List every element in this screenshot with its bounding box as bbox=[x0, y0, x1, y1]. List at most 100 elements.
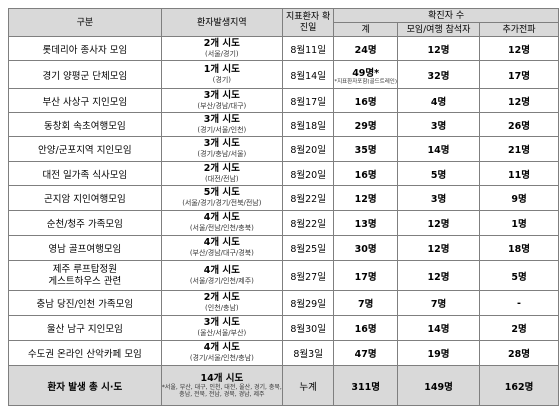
region-list: (서울/전남/인천/충북) bbox=[189, 224, 254, 232]
row-region: 4개 시도 (서울/경기/인천/제주) bbox=[160, 260, 284, 291]
header-region: 환자발생지역 bbox=[160, 8, 284, 37]
row-region: 2개 시도 (대전/전남) bbox=[160, 161, 284, 186]
row-total-value: 49명* bbox=[352, 67, 380, 79]
table-row: 부산 사상구 지인모임 3개 시도 (부산/경남/대구) 8월17일 16명 4명… bbox=[8, 88, 559, 113]
row-name: 순천/청주 가족모임 bbox=[8, 210, 162, 236]
row-participants: 12명 bbox=[397, 260, 481, 291]
row-region: 1개 시도 (경기) bbox=[160, 60, 284, 89]
region-list: (서울/경기/인천/제주) bbox=[189, 276, 254, 285]
row-name: 울산 남구 지인모임 bbox=[8, 315, 162, 341]
row-total: 13명 bbox=[333, 210, 399, 236]
region-list: (대전/전남) bbox=[205, 174, 239, 183]
row-date: 8월27일 bbox=[281, 260, 335, 291]
row-name: 수도권 온라인 산악카페 모임 bbox=[8, 340, 162, 366]
row-secondary: 2명 bbox=[479, 315, 559, 341]
row-name: 경기 양평군 단체모임 bbox=[8, 60, 162, 89]
table-row: 수도권 온라인 산악카페 모임 4개 시도 (경기/서울/인천/충남) 8월3일 … bbox=[8, 340, 559, 366]
row-name-line1: 제주 루프탑정원 bbox=[52, 263, 117, 275]
row-date: 8월30일 bbox=[281, 315, 335, 341]
row-total: 16명 bbox=[333, 161, 399, 186]
table-row: 충남 당진/인천 가족모임 2개 시도 (인천/충남) 8월29일 7명 7명 - bbox=[8, 290, 559, 316]
row-total: 16명 bbox=[333, 88, 399, 113]
row-name: 안양/군포지역 지인모임 bbox=[8, 136, 162, 162]
row-total: 12명 bbox=[333, 185, 399, 211]
row-participants: 32명 bbox=[397, 60, 481, 89]
row-name: 영남 골프여행모임 bbox=[8, 235, 162, 261]
row-total: 47명 bbox=[333, 340, 399, 366]
table-row: 영남 골프여행모임 4개 시도 (부산/경남/대구/경북) 8월25일 30명 1… bbox=[8, 235, 559, 261]
header-confirmed-count: 확진자 수 bbox=[333, 8, 559, 23]
region-count: 3개 시도 bbox=[203, 138, 240, 149]
region-list: (울산/서울/부산) bbox=[197, 329, 247, 337]
row-total-note: *지표환자포함(골드트레인) bbox=[334, 78, 398, 85]
region-list: (경기/충남/서울) bbox=[197, 150, 247, 158]
row-total: 16명 bbox=[333, 315, 399, 341]
row-date: 8월17일 bbox=[281, 88, 335, 113]
row-region: 5개 시도 (서울/경기/경기/전북/전남) bbox=[160, 185, 284, 211]
row-region: 3개 시도 (경기/서울/인천) bbox=[160, 112, 284, 137]
table-row: 제주 루프탑정원 게스트하우스 관련 4개 시도 (서울/경기/인천/제주) 8월2… bbox=[8, 260, 559, 291]
table-row: 경기 양평군 단체모임 1개 시도 (경기) 8월14일 49명* *지표환자포함(… bbox=[8, 60, 559, 89]
region-list: (경기/서울/인천/충남) bbox=[189, 354, 254, 362]
row-name: 충남 당진/인천 가족모임 bbox=[8, 290, 162, 316]
row-participants: 3명 bbox=[397, 112, 481, 137]
table-row: 울산 남구 지인모임 3개 시도 (울산/서울/부산) 8월30일 16명 14명… bbox=[8, 315, 559, 341]
row-secondary: - bbox=[479, 290, 559, 316]
row-name: 롯데리아 종사자 모임 bbox=[8, 36, 162, 61]
table-header: 구분 환자발생지역 지표환자 확진일 확진자 수 계 모임/여행 참석자 추가전… bbox=[8, 8, 559, 37]
row-date: 8월20일 bbox=[281, 136, 335, 162]
header-category: 구분 bbox=[8, 8, 162, 37]
cluster-table-sheet: 구분 환자발생지역 지표환자 확진일 확진자 수 계 모임/여행 참석자 추가전… bbox=[8, 8, 559, 406]
row-region: 2개 시도 (인천/충남) bbox=[160, 290, 284, 316]
row-total: 29명 bbox=[333, 112, 399, 137]
totals-secondary: 162명 bbox=[479, 365, 559, 406]
region-count: 2개 시도 bbox=[203, 37, 240, 49]
region-list: (경기) bbox=[212, 75, 232, 84]
row-date: 8월22일 bbox=[281, 185, 335, 211]
row-participants: 19명 bbox=[397, 340, 481, 366]
region-list: (서울/경기) bbox=[205, 49, 239, 58]
region-list: (서울/경기/경기/전북/전남) bbox=[182, 199, 262, 207]
region-list: (경기/서울/인천) bbox=[197, 125, 247, 134]
row-secondary: 17명 bbox=[479, 60, 559, 89]
totals-region: 14개 시도 *서울, 부산, 대구, 인천, 대전, 울산, 경기, 충북, 충… bbox=[160, 365, 284, 406]
row-total: 24명 bbox=[333, 36, 399, 61]
region-count: 3개 시도 bbox=[203, 317, 240, 328]
row-date: 8월29일 bbox=[281, 290, 335, 316]
row-date: 8월20일 bbox=[281, 161, 335, 186]
row-participants: 4명 bbox=[397, 88, 481, 113]
row-participants: 5명 bbox=[397, 161, 481, 186]
row-date: 8월14일 bbox=[281, 60, 335, 89]
row-name: 제주 루프탑정원 게스트하우스 관련 bbox=[8, 260, 162, 291]
row-name-line2: 게스트하우스 관련 bbox=[48, 275, 122, 287]
table-row: 곤지암 지인여행모임 5개 시도 (서울/경기/경기/전북/전남) 8월22일 1… bbox=[8, 185, 559, 211]
row-name: 대전 일가족 식사모임 bbox=[8, 161, 162, 186]
row-region: 3개 시도 (부산/경남/대구) bbox=[160, 88, 284, 113]
totals-cumulative-label: 누계 bbox=[281, 365, 335, 406]
table-body: 롯데리아 종사자 모임 2개 시도 (서울/경기) 8월11일 24명 12명 1… bbox=[8, 36, 559, 406]
row-secondary: 9명 bbox=[479, 185, 559, 211]
row-region: 4개 시도 (경기/서울/인천/충남) bbox=[160, 340, 284, 366]
region-count: 5개 시도 bbox=[203, 187, 240, 198]
row-participants: 3명 bbox=[397, 185, 481, 211]
region-list: (부산/경남/대구/경북) bbox=[189, 249, 254, 257]
row-secondary: 28명 bbox=[479, 340, 559, 366]
row-region: 3개 시도 (경기/충남/서울) bbox=[160, 136, 284, 162]
row-region: 4개 시도 (부산/경남/대구/경북) bbox=[160, 235, 284, 261]
region-count: 2개 시도 bbox=[203, 292, 240, 303]
row-name: 부산 사상구 지인모임 bbox=[8, 88, 162, 113]
region-count: 4개 시도 bbox=[203, 212, 240, 223]
row-name: 곤지암 지인여행모임 bbox=[8, 185, 162, 211]
header-secondary: 추가전파 bbox=[479, 22, 559, 37]
row-region: 2개 시도 (서울/경기) bbox=[160, 36, 284, 61]
row-date: 8월18일 bbox=[281, 112, 335, 137]
region-count: 4개 시도 bbox=[203, 264, 240, 276]
row-region: 4개 시도 (서울/전남/인천/충북) bbox=[160, 210, 284, 236]
region-list: (인천/충남) bbox=[205, 304, 239, 312]
row-total: 7명 bbox=[333, 290, 399, 316]
totals-label: 환자 발생 총 시·도 bbox=[8, 365, 162, 406]
row-secondary: 11명 bbox=[479, 161, 559, 186]
row-secondary: 1명 bbox=[479, 210, 559, 236]
row-date: 8월22일 bbox=[281, 210, 335, 236]
row-date: 8월3일 bbox=[281, 340, 335, 366]
